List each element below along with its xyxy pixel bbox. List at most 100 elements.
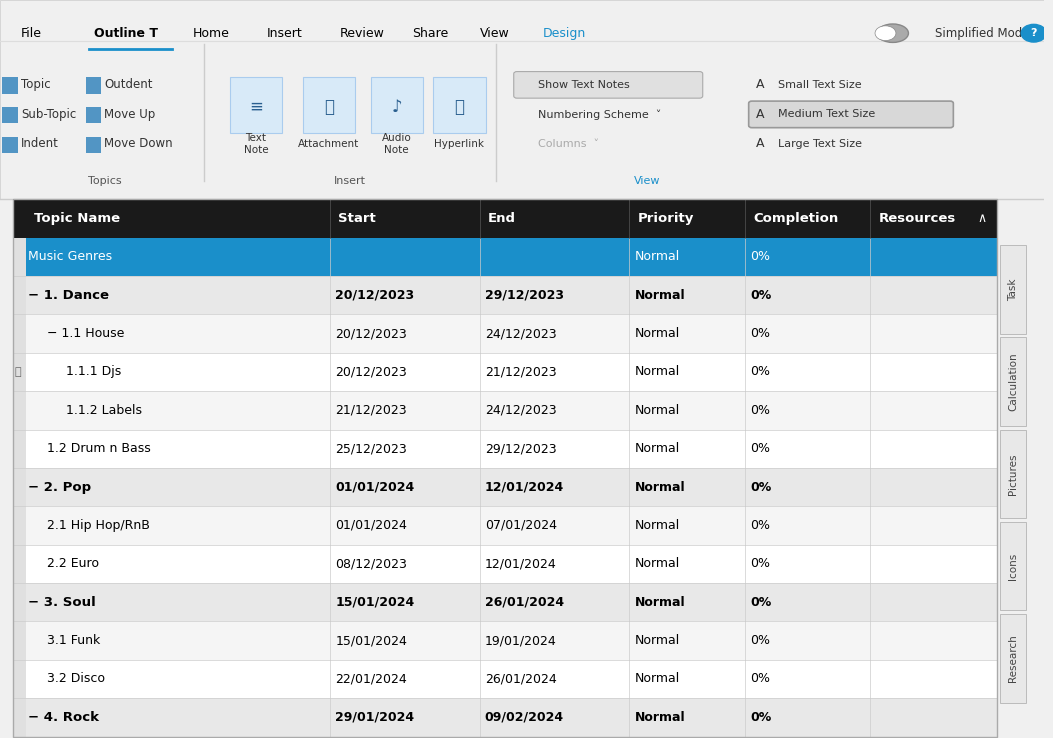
- Bar: [371, 77, 423, 133]
- Text: 20/12/2023: 20/12/2023: [335, 365, 408, 379]
- Bar: [230, 77, 282, 133]
- Text: − 3. Soul: − 3. Soul: [28, 596, 96, 609]
- Text: 01/01/2024: 01/01/2024: [335, 480, 415, 494]
- Text: A: A: [756, 108, 764, 121]
- Bar: [13, 199, 997, 238]
- Text: Priority: Priority: [637, 212, 694, 225]
- Text: Review: Review: [339, 27, 384, 40]
- Text: 12/01/2024: 12/01/2024: [484, 557, 557, 570]
- Text: − 1. Dance: − 1. Dance: [28, 289, 110, 302]
- Text: 🌐: 🌐: [455, 98, 464, 116]
- Text: Attachment: Attachment: [298, 139, 359, 149]
- Text: Normal: Normal: [635, 634, 679, 647]
- Text: 0%: 0%: [750, 250, 770, 263]
- Text: Start: Start: [338, 212, 376, 225]
- Text: 01/01/2024: 01/01/2024: [335, 519, 408, 532]
- Text: Normal: Normal: [635, 404, 679, 417]
- Bar: [13, 737, 997, 738]
- Text: Columns  ˅: Columns ˅: [538, 139, 599, 149]
- Bar: [85, 107, 101, 123]
- Text: Insert: Insert: [266, 27, 302, 40]
- Text: Resources: Resources: [879, 212, 956, 225]
- Text: Move Up: Move Up: [104, 108, 156, 121]
- FancyBboxPatch shape: [514, 72, 702, 98]
- Text: Hyperlink: Hyperlink: [435, 139, 484, 149]
- Bar: [13, 506, 997, 545]
- Text: 21/12/2023: 21/12/2023: [484, 365, 556, 379]
- Bar: [13, 621, 997, 660]
- Text: 21/12/2023: 21/12/2023: [335, 404, 406, 417]
- Text: Normal: Normal: [635, 557, 679, 570]
- Text: ♪: ♪: [392, 98, 402, 116]
- Text: Design: Design: [543, 27, 587, 40]
- Bar: [13, 353, 997, 391]
- Text: 3.1 Funk: 3.1 Funk: [47, 634, 100, 647]
- Text: 0%: 0%: [750, 711, 772, 724]
- Text: Completion: Completion: [753, 212, 838, 225]
- Text: Normal: Normal: [635, 711, 686, 724]
- Bar: [2, 107, 18, 123]
- Text: Sub-Topic: Sub-Topic: [21, 108, 76, 121]
- Text: Insert: Insert: [334, 176, 365, 186]
- Text: 29/12/2023: 29/12/2023: [484, 442, 556, 455]
- Text: Music Genres: Music Genres: [28, 250, 113, 263]
- Text: Simplified Mode: Simplified Mode: [935, 27, 1029, 40]
- Bar: [0, 0, 1045, 199]
- Text: 08/12/2023: 08/12/2023: [335, 557, 408, 570]
- Text: Medium Text Size: Medium Text Size: [778, 109, 875, 120]
- Bar: [1000, 430, 1027, 518]
- Text: 2.2 Euro: 2.2 Euro: [47, 557, 99, 570]
- Text: 0%: 0%: [750, 596, 772, 609]
- Bar: [13, 238, 26, 737]
- Text: 20/12/2023: 20/12/2023: [335, 327, 408, 340]
- Text: 24/12/2023: 24/12/2023: [484, 404, 556, 417]
- Text: 24/12/2023: 24/12/2023: [484, 327, 556, 340]
- Text: Audio
Note: Audio Note: [382, 133, 412, 155]
- Bar: [1000, 614, 1027, 703]
- Bar: [13, 391, 997, 430]
- Text: Normal: Normal: [635, 365, 679, 379]
- Text: ?: ?: [1031, 28, 1037, 38]
- Text: Normal: Normal: [635, 672, 679, 686]
- Text: Large Text Size: Large Text Size: [778, 139, 862, 149]
- Bar: [13, 238, 997, 276]
- Text: Calculation: Calculation: [1009, 352, 1018, 411]
- Text: Normal: Normal: [635, 327, 679, 340]
- Text: 22/01/2024: 22/01/2024: [335, 672, 408, 686]
- Text: 1.1.2 Labels: 1.1.2 Labels: [65, 404, 142, 417]
- Bar: [85, 137, 101, 153]
- Text: ∧: ∧: [977, 212, 986, 225]
- Text: View: View: [480, 27, 510, 40]
- Text: ≡: ≡: [249, 98, 263, 116]
- Text: Topic Name: Topic Name: [35, 212, 121, 225]
- Text: 0%: 0%: [750, 365, 770, 379]
- Text: 29/01/2024: 29/01/2024: [335, 711, 415, 724]
- Text: File: File: [21, 27, 42, 40]
- Text: 09/02/2024: 09/02/2024: [484, 711, 564, 724]
- Text: Home: Home: [193, 27, 230, 40]
- Text: 1.1.1 Djs: 1.1.1 Djs: [65, 365, 121, 379]
- Text: 0%: 0%: [750, 289, 772, 302]
- Text: 📎: 📎: [15, 367, 21, 377]
- Text: 0%: 0%: [750, 557, 770, 570]
- Bar: [13, 698, 997, 737]
- Text: − 4. Rock: − 4. Rock: [28, 711, 99, 724]
- Text: 25/12/2023: 25/12/2023: [335, 442, 408, 455]
- Bar: [13, 583, 997, 621]
- Bar: [13, 430, 997, 468]
- Text: 0%: 0%: [750, 519, 770, 532]
- Text: Task: Task: [1009, 278, 1018, 300]
- Text: Pictures: Pictures: [1009, 453, 1018, 494]
- Bar: [1000, 337, 1027, 426]
- Bar: [2, 137, 18, 153]
- Text: 3.2 Disco: 3.2 Disco: [47, 672, 105, 686]
- Text: Research: Research: [1009, 635, 1018, 682]
- Text: Outdent: Outdent: [104, 78, 153, 92]
- Text: 15/01/2024: 15/01/2024: [335, 596, 415, 609]
- Text: End: End: [488, 212, 516, 225]
- Circle shape: [1021, 24, 1047, 42]
- Bar: [13, 468, 997, 506]
- Text: 1.2 Drum n Bass: 1.2 Drum n Bass: [47, 442, 151, 455]
- Text: 19/01/2024: 19/01/2024: [484, 634, 557, 647]
- FancyBboxPatch shape: [749, 101, 953, 128]
